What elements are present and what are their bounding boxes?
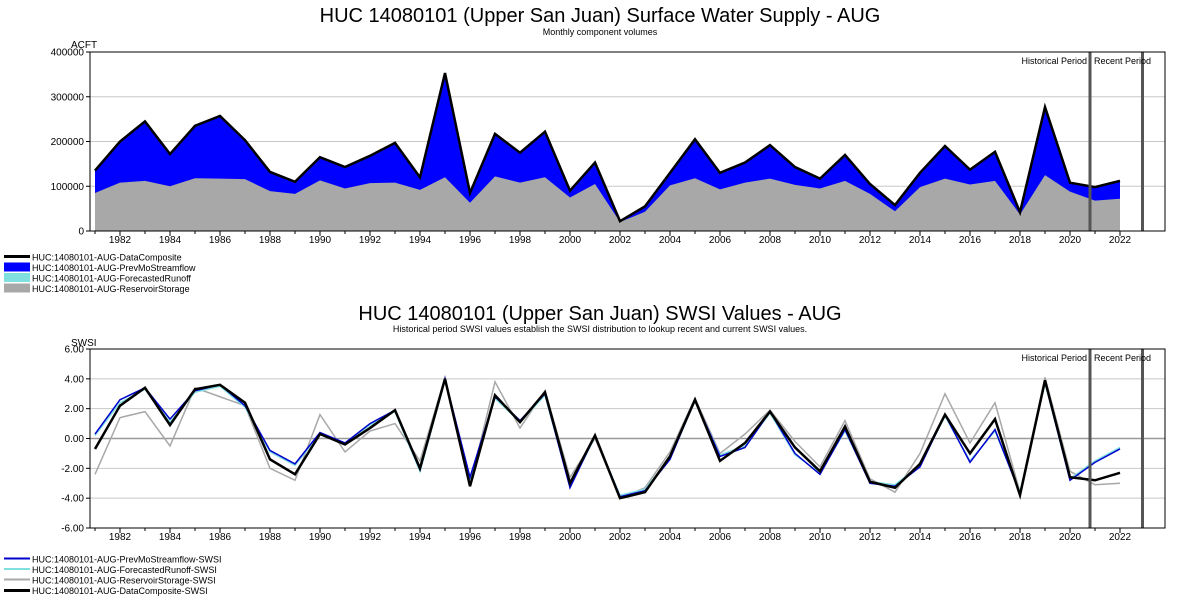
supply-x-tick-label: 1984 [159, 235, 182, 246]
legend-swatch [4, 568, 30, 570]
legend-label: HUC:14080101-AUG-ForecastedRunoff-SWSI [32, 565, 217, 575]
supply-x-tick-label: 1994 [409, 235, 432, 246]
swsi-x-tick-label: 2018 [1009, 532, 1032, 543]
legend-swatch [4, 589, 30, 592]
legend-swatch [4, 273, 30, 282]
supply-x-tick-label: 2020 [1059, 235, 1082, 246]
swsi-y-tick-label: -6.00 [61, 524, 84, 535]
swsi-x-tick-label: 1990 [309, 532, 332, 543]
datacomposite-line [94, 72, 1121, 223]
supply-x-tick-label: 2014 [909, 235, 932, 246]
swsi-x-tick-label: 2016 [959, 532, 982, 543]
legend-label: HUC:14080101-AUG-ForecastedRunoff [32, 274, 191, 284]
reservoirstorage-area [95, 175, 1120, 231]
supply-historical-period-label: Historical Period [1021, 56, 1087, 66]
supply-y-ticks: 0 100000 200000 300000 400000 [51, 48, 90, 238]
swsi-x-tick-label: 2006 [709, 532, 732, 543]
swsi-legend: HUC:14080101-AUG-PrevMoStreamflow-SWSIHU… [4, 555, 222, 596]
swsi-y-tick-label: 0.00 [65, 434, 85, 445]
legend-swatch [4, 557, 30, 560]
supply-series-lines [94, 72, 1121, 223]
supply-x-tick-label: 2000 [559, 235, 582, 246]
supply-x-tick-label: 1982 [109, 235, 132, 246]
supply-y-unit: ACFT [71, 40, 97, 51]
swsi-y-tick-label: -2.00 [61, 464, 84, 475]
supply-x-tick-label: 1986 [209, 235, 232, 246]
swsi-x-tick-label: 1998 [509, 532, 532, 543]
supply-chart-subtitle: Monthly component volumes [543, 27, 658, 37]
swsi-x-tick-label: 2020 [1059, 532, 1082, 543]
legend-swatch [4, 255, 30, 258]
supply-period-markers [1088, 52, 1144, 231]
supply-y-tick-label: 200000 [51, 137, 85, 148]
swsi-y-tick-label: 6.00 [65, 345, 85, 356]
supply-chart: HUC 14080101 (Upper San Juan) Surface Wa… [4, 5, 1166, 294]
supply-x-tick-label: 2006 [709, 235, 732, 246]
supply-x-tick-label: 2008 [759, 235, 782, 246]
swsi-recent-period-label: Recent Period [1094, 353, 1151, 363]
supply-x-tick-label: 1990 [309, 235, 332, 246]
swsi-chart-title: HUC 14080101 (Upper San Juan) SWSI Value… [358, 303, 841, 325]
swsi-x-tick-label: 2022 [1109, 532, 1132, 543]
supply-x-tick-label: 1992 [359, 235, 382, 246]
supply-x-tick-label: 2012 [859, 235, 882, 246]
legend-label: HUC:14080101-AUG-ReservoirStorage-SWSI [32, 576, 216, 586]
swsi-x-tick-label: 2004 [659, 532, 682, 543]
swsi-x-tick-label: 1988 [259, 532, 282, 543]
supply-x-tick-label: 2016 [959, 235, 982, 246]
legend-swatch [4, 262, 30, 272]
supply-x-tick-label: 2018 [1009, 235, 1032, 246]
swsi-x-tick-label: 1994 [409, 532, 432, 543]
swsi-x-tick-label: 2000 [559, 532, 582, 543]
supply-legend: HUC:14080101-AUG-DataCompositeHUC:140801… [4, 253, 196, 294]
swsi-period-markers [1088, 349, 1144, 528]
supply-x-tick-label: 2004 [659, 235, 682, 246]
swsi-series-lines [93, 374, 1121, 500]
swsi-x-tick-label: 1986 [209, 532, 232, 543]
swsi-y-ticks: -6.00 -4.00 -2.00 0.00 2.00 4.00 6.00 [61, 345, 90, 535]
supply-y-tick-label: 100000 [51, 182, 85, 193]
legend-label: HUC:14080101-AUG-PrevMoStreamflow-SWSI [32, 555, 222, 565]
supply-x-tick-label: 1988 [259, 235, 282, 246]
supply-y-tick-label: 400000 [51, 48, 85, 59]
swsi-y-tick-label: -4.00 [61, 494, 84, 505]
legend-label: HUC:14080101-AUG-ReservoirStorage [32, 284, 190, 294]
swsi-y-tick-label: 2.00 [65, 404, 85, 415]
supply-areas [95, 73, 1120, 231]
legend-label: HUC:14080101-AUG-DataComposite [32, 253, 182, 263]
swsi-chart-subtitle: Historical period SWSI values establish … [393, 324, 807, 334]
swsi-y-tick-label: 4.00 [65, 374, 85, 385]
legend-swatch [4, 578, 30, 581]
swsi-x-tick-label: 2008 [759, 532, 782, 543]
datacomposite-swsi-line [93, 378, 1121, 500]
swsi-x-tick-label: 1992 [359, 532, 382, 543]
swsi-x-tick-label: 1982 [109, 532, 132, 543]
swsi-x-tick-label: 1984 [159, 532, 182, 543]
supply-recent-period-label: Recent Period [1094, 56, 1151, 66]
supply-x-tick-label: 1996 [459, 235, 482, 246]
legend-swatch [4, 283, 30, 293]
swsi-x-ticks: 1982 1984 1986 1988 1990 1992 1994 1996 1998 2000… [94, 528, 1132, 543]
swsi-y-unit: SWSI [71, 338, 97, 349]
legend-label: HUC:14080101-AUG-DataComposite-SWSI [32, 586, 208, 596]
supply-x-tick-label: 1998 [509, 235, 532, 246]
supply-x-tick-label: 2002 [609, 235, 632, 246]
swsi-x-tick-label: 2014 [909, 532, 932, 543]
swsi-x-tick-label: 2002 [609, 532, 632, 543]
supply-x-ticks: 1982 1984 1986 1988 1990 1992 1994 1996 1998 2000… [94, 231, 1132, 246]
swsi-x-tick-label: 2010 [809, 532, 832, 543]
legend-label: HUC:14080101-AUG-PrevMoStreamflow [32, 263, 196, 273]
supply-chart-title: HUC 14080101 (Upper San Juan) Surface Wa… [320, 5, 881, 27]
supply-x-tick-label: 2022 [1109, 235, 1132, 246]
supply-x-tick-label: 2010 [809, 235, 832, 246]
supply-y-tick-label: 0 [78, 227, 84, 238]
swsi-x-tick-label: 1996 [459, 532, 482, 543]
swsi-historical-period-label: Historical Period [1021, 353, 1087, 363]
supply-y-tick-label: 300000 [51, 92, 85, 103]
swsi-x-tick-label: 2012 [859, 532, 882, 543]
swsi-gridlines [90, 348, 1165, 529]
swsi-chart: HUC 14080101 (Upper San Juan) SWSI Value… [4, 303, 1166, 596]
